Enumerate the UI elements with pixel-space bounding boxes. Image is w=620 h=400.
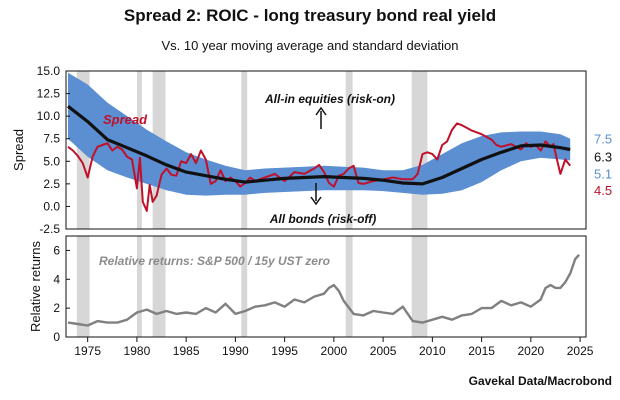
annotation-risk-off: All bonds (risk-off) <box>269 212 376 226</box>
right-value-upper-band: 7.5 <box>594 132 612 147</box>
y-axis-title-bottom: Relative returns <box>28 240 43 332</box>
top-panel: 15.0 12.5 10.0 7.5 5.0 2.5 0.0 -2.5 Spread All-in… <box>11 64 612 236</box>
x-tick-label: 2015 <box>468 344 495 358</box>
spread-line <box>67 122 571 212</box>
chart-subtitle: Vs. 10 year moving average and standard … <box>161 38 459 53</box>
right-value-lower-band: 5.1 <box>594 166 612 181</box>
y-tick-label-top: 15.0 <box>37 64 61 78</box>
arrow-up-icon <box>315 106 327 116</box>
bottom-panel: 6 4 2 0 Relative returns Relative returns: S&… <box>28 235 594 358</box>
recession-shade-bottom <box>241 236 248 337</box>
y-tick-label-bottom: 6 <box>53 243 60 257</box>
recession-shade-bottom <box>136 236 142 337</box>
recession-shade-bottom <box>345 236 353 337</box>
y-tick-label-top: 12.5 <box>37 87 61 101</box>
y-tick-label-top: 7.5 <box>43 132 60 146</box>
y-tick-label-top: 0.0 <box>43 199 60 213</box>
recession-shade-top <box>241 71 248 229</box>
recession-shade-top <box>345 71 353 229</box>
bottom-plot-frame <box>65 235 587 338</box>
right-value-average: 6.3 <box>594 150 612 165</box>
source-note: Gavekal Data/Macrobond <box>468 374 612 388</box>
relative-returns-line <box>67 253 580 327</box>
chart-title: Spread 2: ROIC - long treasury bond real… <box>123 6 497 25</box>
y-tick-label-bottom: 0 <box>53 330 60 344</box>
recession-shade-top <box>411 71 428 229</box>
x-tick-label: 2000 <box>321 344 348 358</box>
annotation-risk-on: All-in equities (risk-on) <box>264 92 395 106</box>
y-tick-label-top: 10.0 <box>37 109 61 123</box>
x-tick-label: 2025 <box>567 344 594 358</box>
y-tick-label-bottom: 4 <box>53 272 60 286</box>
spread-series-label: Spread <box>103 112 148 127</box>
moving-average-line <box>67 104 571 186</box>
y-tick-label-top: 5.0 <box>43 154 60 168</box>
recession-shade-bottom <box>152 236 166 337</box>
arrow-down-icon <box>310 196 322 206</box>
right-value-spread-last: 4.5 <box>594 183 612 198</box>
x-tick-label: 1985 <box>173 344 200 358</box>
y-tick-label-top: -2.5 <box>39 222 60 236</box>
y-axis-title-top: Spread <box>11 129 26 171</box>
x-tick-label: 1990 <box>222 344 249 358</box>
y-tick-label-bottom: 2 <box>53 301 60 315</box>
x-tick-label: 2010 <box>419 344 446 358</box>
y-tick-label-top: 2.5 <box>43 177 60 191</box>
x-tick-label: 2020 <box>517 344 544 358</box>
recession-shade-bottom <box>411 236 428 337</box>
std-dev-band <box>68 72 571 196</box>
x-tick-label: 1980 <box>124 344 151 358</box>
recession-shade-bottom <box>76 236 90 337</box>
top-plot-frame <box>65 70 587 230</box>
x-tick-label: 1995 <box>271 344 298 358</box>
x-tick-label: 1975 <box>74 344 101 358</box>
relative-returns-label: Relative returns: S&P 500 / 15y UST zero <box>99 254 330 268</box>
x-tick-label: 2005 <box>370 344 397 358</box>
